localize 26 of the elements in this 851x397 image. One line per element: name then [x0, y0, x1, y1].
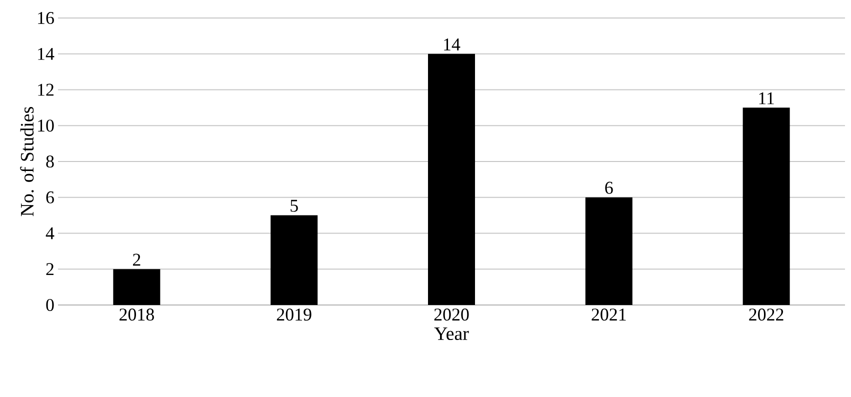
- y-tick-label: 4: [46, 227, 54, 240]
- y-tick-label: 14: [38, 48, 54, 60]
- y-tick-label: 8: [46, 155, 54, 168]
- data-label: 5: [290, 200, 298, 212]
- bar: [428, 54, 476, 305]
- x-tick-label: 2019: [276, 308, 312, 321]
- data-label: 2: [133, 254, 140, 266]
- y-tick-label: 0: [46, 298, 54, 312]
- y-tick-label: 10: [38, 120, 54, 132]
- x-tick-label: 2020: [434, 308, 469, 321]
- y-tick-label: 12: [38, 84, 54, 96]
- y-tick-label: 16: [38, 12, 54, 24]
- x-tick-label: 2022: [749, 308, 784, 321]
- y-tick-label: 2: [46, 263, 54, 276]
- bar: [270, 215, 318, 305]
- x-tick-label: 2021: [592, 308, 626, 321]
- x-axis-title: Year: [434, 327, 469, 340]
- bar: [113, 269, 160, 305]
- y-axis-title: No. of Studies: [20, 106, 34, 216]
- y-tick-label: 6: [46, 191, 54, 204]
- data-label: 11: [759, 92, 774, 104]
- x-tick-label: 2018: [120, 308, 154, 321]
- bar: [585, 197, 632, 305]
- bar: [742, 108, 790, 305]
- data-label: 6: [605, 182, 613, 194]
- data-label: 14: [444, 38, 460, 50]
